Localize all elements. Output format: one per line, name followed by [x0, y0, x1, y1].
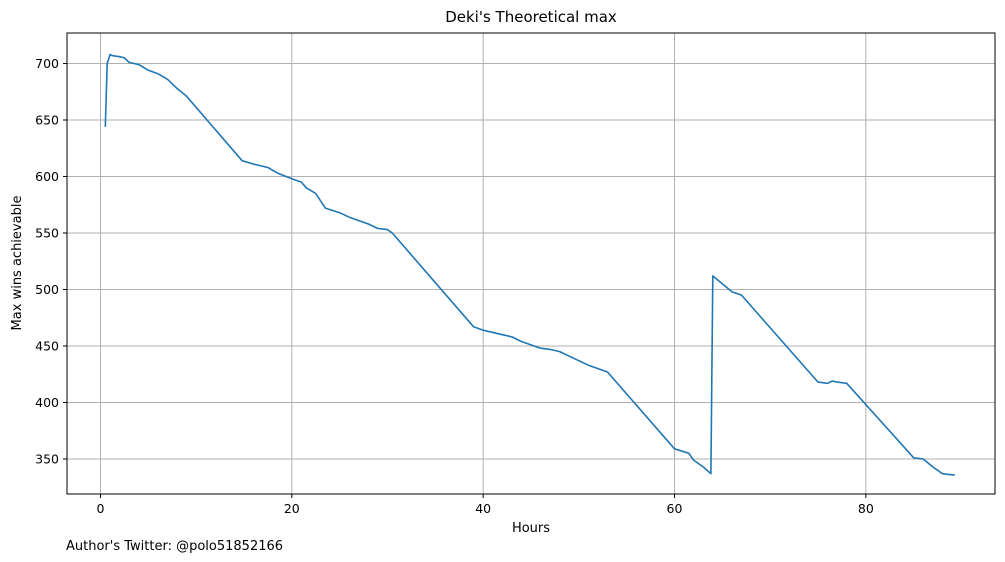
y-tick-label: 500 [35, 282, 59, 297]
x-tick-label: 0 [97, 501, 105, 516]
y-axis-title: Max wins achievable [10, 196, 25, 331]
y-tick-label: 600 [35, 169, 59, 184]
x-tick-label: 60 [667, 501, 683, 516]
y-tick-label: 650 [35, 113, 59, 128]
x-tick-label: 40 [475, 501, 491, 516]
grid [67, 33, 995, 494]
y-tick-label: 450 [35, 338, 59, 353]
x-axis-ticks: 0 20 40 60 80 [97, 494, 874, 516]
y-axis-ticks: 350 400 450 500 550 600 650 700 [35, 56, 67, 466]
y-tick-label: 550 [35, 225, 59, 240]
y-tick-label: 350 [35, 451, 59, 466]
series-layer [104, 53, 955, 476]
chart-title: Deki's Theoretical max [445, 8, 617, 26]
author-credit: Author's Twitter: @polo51852166 [66, 539, 283, 554]
x-axis-title: Hours [512, 521, 550, 536]
plot-frame [66, 32, 996, 495]
x-tick-label: 80 [858, 501, 874, 516]
y-tick-label: 700 [35, 56, 59, 71]
series-line [104, 53, 955, 476]
y-tick-label: 400 [35, 395, 59, 410]
x-tick-label: 20 [284, 501, 300, 516]
